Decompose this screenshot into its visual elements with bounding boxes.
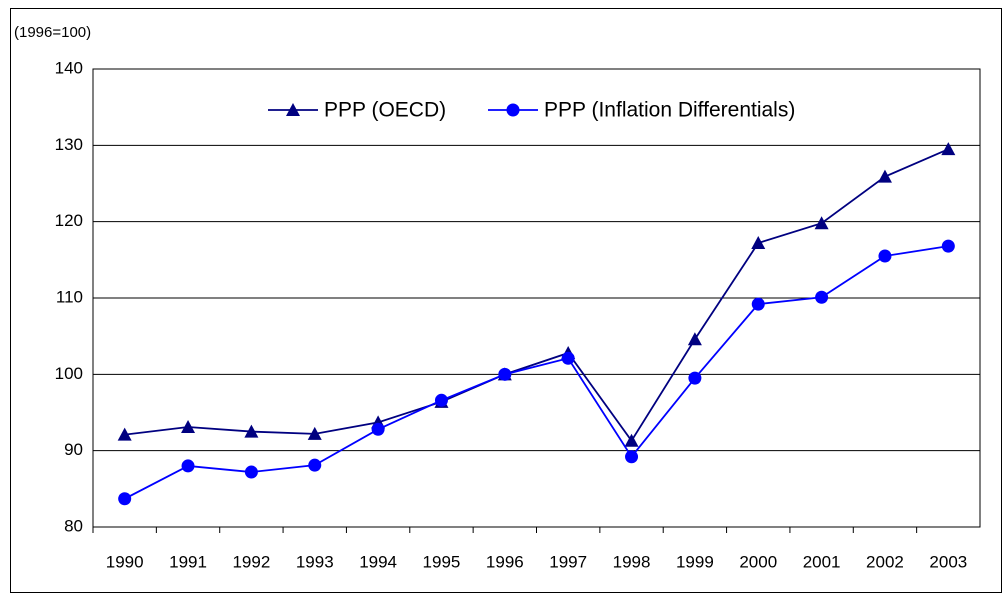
x-tick-label: 1999 (676, 552, 714, 571)
data-point (624, 433, 639, 447)
x-tick-label: 1997 (549, 552, 587, 571)
x-tick-label: 2000 (739, 552, 777, 571)
x-tick-label: 2003 (929, 552, 967, 571)
data-point (751, 236, 766, 250)
x-tick-label: 1992 (232, 552, 270, 571)
y-tick-label: 140 (55, 58, 83, 77)
chart-border (10, 8, 1002, 593)
x-tick-label: 2001 (803, 552, 841, 571)
data-point (688, 371, 702, 385)
legend-marker (506, 103, 520, 117)
x-tick-label: 1995 (423, 552, 461, 571)
data-point (244, 465, 258, 479)
data-point (815, 290, 829, 304)
data-point (117, 427, 132, 441)
data-point (625, 450, 639, 464)
data-point (561, 351, 575, 365)
unit-label: (1996=100) (14, 24, 91, 41)
data-point (877, 169, 892, 183)
data-point (244, 424, 259, 438)
x-tick-label: 1998 (613, 552, 651, 571)
data-point (941, 142, 956, 156)
data-point (308, 458, 322, 472)
data-point (181, 459, 195, 473)
y-tick-label: 80 (64, 516, 83, 535)
y-tick-label: 110 (56, 287, 83, 306)
data-point (118, 492, 132, 506)
legend-marker (286, 103, 300, 116)
x-tick-label: 1991 (169, 552, 207, 571)
x-tick-label: 1994 (359, 552, 397, 571)
data-point (371, 422, 385, 436)
x-tick-label: 1993 (296, 552, 334, 571)
x-tick-label: 1996 (486, 552, 524, 571)
series-line (124, 148, 949, 443)
data-point (498, 367, 512, 381)
data-point (687, 332, 702, 346)
data-point (878, 249, 892, 263)
y-tick-label: 130 (55, 135, 83, 154)
data-point (434, 393, 448, 407)
x-tick-label: 1990 (106, 552, 144, 571)
legend-label: PPP (OECD) (324, 99, 446, 122)
data-point (814, 216, 829, 230)
y-tick-label: 90 (64, 440, 83, 459)
data-point (751, 297, 765, 311)
data-point (307, 426, 322, 440)
data-point (181, 420, 196, 434)
y-tick-label: 100 (55, 364, 83, 383)
x-tick-label: 2002 (866, 552, 904, 571)
data-point (941, 239, 955, 253)
y-tick-label: 120 (55, 211, 83, 230)
series-line (124, 245, 949, 500)
legend-label: PPP (Inflation Differentials) (544, 99, 795, 122)
